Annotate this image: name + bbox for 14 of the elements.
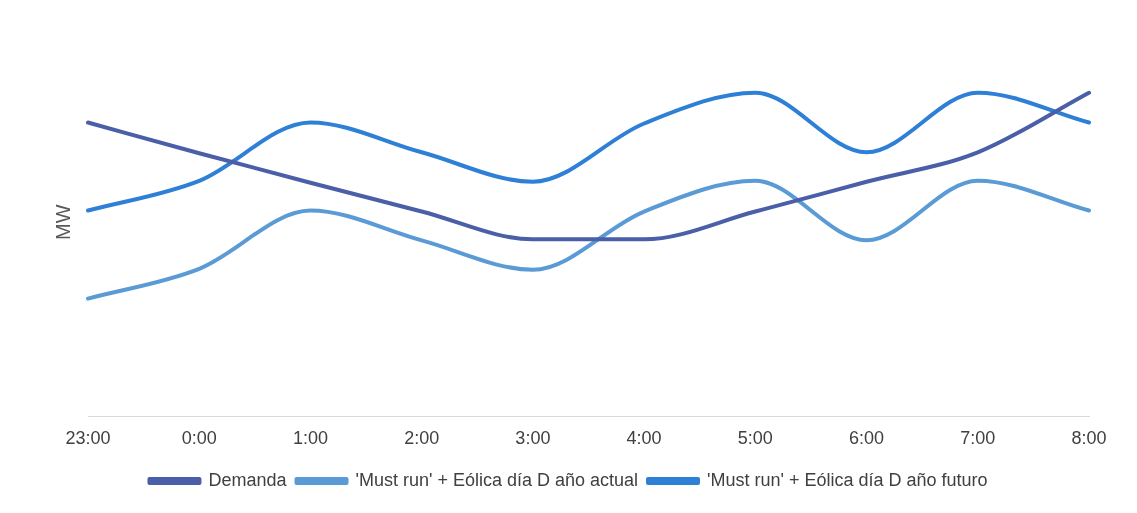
x-tick-label: 2:00: [404, 428, 440, 449]
legend-label: 'Must run' + Eólica día D año actual: [355, 469, 639, 490]
legend-label: 'Must run' + Eólica día D año futuro: [707, 469, 988, 490]
y-axis-title: MW: [51, 204, 74, 240]
x-tick-label: 0:00: [181, 428, 217, 449]
x-tick-label: 5:00: [737, 428, 773, 449]
x-tick-label: 4:00: [626, 428, 662, 449]
x-tick-label: 6:00: [849, 428, 885, 449]
x-tick-label: 7:00: [960, 428, 996, 449]
x-tick-label: 8:00: [1071, 428, 1107, 449]
x-tick-label: 1:00: [292, 428, 328, 449]
x-tick-label: 3:00: [515, 428, 551, 449]
x-tick-label: 23:00: [65, 428, 111, 449]
legend-label: Demanda: [208, 469, 288, 490]
